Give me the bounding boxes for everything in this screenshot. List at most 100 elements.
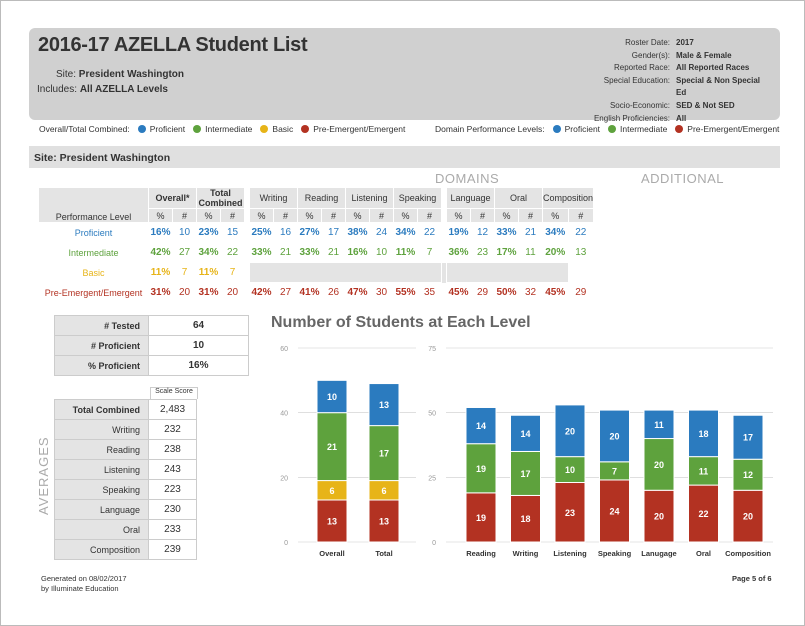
bar-value-label: 23 [565,508,575,518]
pct-cell: 19% [446,222,471,243]
legend-overall: Overall/Total Combined: Proficient Inter… [39,124,406,134]
y-tick-label: 20 [280,475,288,482]
pct-cell: 45% [446,282,471,303]
x-category-label: Lanugage [641,549,676,558]
bar-value-label: 14 [476,421,486,431]
count-cell: 35 [417,282,442,303]
bar-segment [316,499,348,543]
intermediate-dot-icon [193,125,202,133]
count-cell: 22 [417,222,442,243]
table-row: Pre-Emergent/Emergent 31% 20 31% 20 42% 27 41% 2… [38,282,595,303]
pct-cell: 34% [393,222,418,243]
bar-value-label: 13 [379,516,389,526]
filter-row: Special Education: Special & Non Special … [603,75,761,98]
average-row: Language 230 [54,499,197,520]
bar-segment [316,379,348,414]
count-cell: 7 [172,262,197,283]
count-cell: 29 [567,282,595,303]
emergent-dot-icon [675,125,684,133]
count-cell: 27 [273,282,298,303]
summary-row: % Proficient 16% [54,355,249,376]
count-cell: 10 [369,242,394,263]
bar-value-label: 19 [476,513,486,523]
count-cell: 29 [470,282,495,303]
y-tick-label: 0 [284,540,288,547]
bar-segment [554,404,586,458]
bar-value-label: 17 [520,469,530,479]
table-group-header: Performance Level Overall* Total Combined W… [38,187,595,303]
pct-cell: 31% [196,282,221,303]
group-header: Listening [345,187,394,209]
group-header: Oral [494,187,543,209]
count-cell: 15 [220,222,245,243]
average-row: Composition 239 [54,539,197,560]
pct-cell: 38% [345,222,370,243]
pct-cell: 42% [148,242,173,263]
count-cell: 26 [321,282,346,303]
table-row: Intermediate 42% 27 34% 22 33% 21 33% 21 16% 10 11%… [38,242,595,263]
group-header: Overall* [148,187,197,209]
group-header: Writing [249,187,298,209]
pct-cell: 50% [494,282,519,303]
count-cell: 24 [369,222,394,243]
filter-list: Roster Date: 2017 Gender(s): Male & Female… [506,37,766,125]
pct-cell: 16% [148,222,173,243]
performance-table: Performance Level Overall* Total Combined W… [38,187,595,303]
pct-cell: 47% [345,282,370,303]
bar-segment [688,409,719,458]
bar-value-label: 11 [699,466,709,476]
bar-segment [465,406,497,445]
pct-cell: 11% [148,262,173,283]
count-cell: 23 [470,242,495,263]
pct-cell: 11% [196,262,221,283]
additional-label: ADDITIONAL [641,171,725,186]
average-row: Reading 238 [54,439,197,460]
level-label: Pre-Emergent/Emergent [38,282,149,303]
filter-row: Reported Race: All Reported Races [613,63,750,73]
group-header: Speaking [393,187,442,209]
domains-label: DOMAINS [435,171,500,186]
site-line: Site: President Washington [56,69,184,80]
x-category-label: Composition [725,549,771,558]
count-cell: 10 [172,222,197,243]
bar-segment [643,409,675,440]
bar-value-label: 20 [654,460,664,470]
count-cell: 27 [172,242,197,263]
y-tick-label: 60 [280,346,288,353]
bar-value-label: 17 [379,449,389,459]
summary-row: # Proficient 10 [54,335,249,356]
bar-value-label: 20 [654,512,664,522]
count-cell: 11 [518,242,543,263]
y-tick-label: 40 [280,411,288,418]
y-tick-label: 50 [428,411,436,418]
filter-row: English Proficiencies: All [593,113,687,123]
intermediate-dot-icon [608,125,617,133]
group-header: Reading [297,187,346,209]
filter-row: Roster Date: 2017 [625,38,694,47]
bar-value-label: 17 [743,433,753,443]
level-label: Proficient [38,222,149,243]
pct-cell: 16% [345,242,370,263]
pct-cell: 27% [297,222,322,243]
group-header: Composition [541,187,595,209]
count-cell: 30 [369,282,394,303]
count-cell: 16 [273,222,298,243]
group-header: Language [446,187,495,209]
count-cell: 13 [567,242,595,263]
average-row: Total Combined 2,483 [54,399,197,420]
average-row: Speaking 223 [54,479,197,500]
bar-segment [465,492,497,543]
average-row: Oral 233 [54,519,197,540]
x-category-label: Reading [466,549,496,558]
level-label: Intermediate [38,242,149,263]
pct-cell: 25% [249,222,274,243]
bar-value-label: 14 [520,429,530,439]
generated-note: Generated on 08/02/2017 by Illuminate Ed… [41,574,127,593]
bar-value-label: 13 [379,400,389,410]
bar-value-label: 10 [327,392,337,402]
bar-segment [643,489,675,543]
x-category-label: Listening [553,549,587,558]
count-cell: 22 [220,242,245,263]
group-header: Total Combined [196,187,245,209]
